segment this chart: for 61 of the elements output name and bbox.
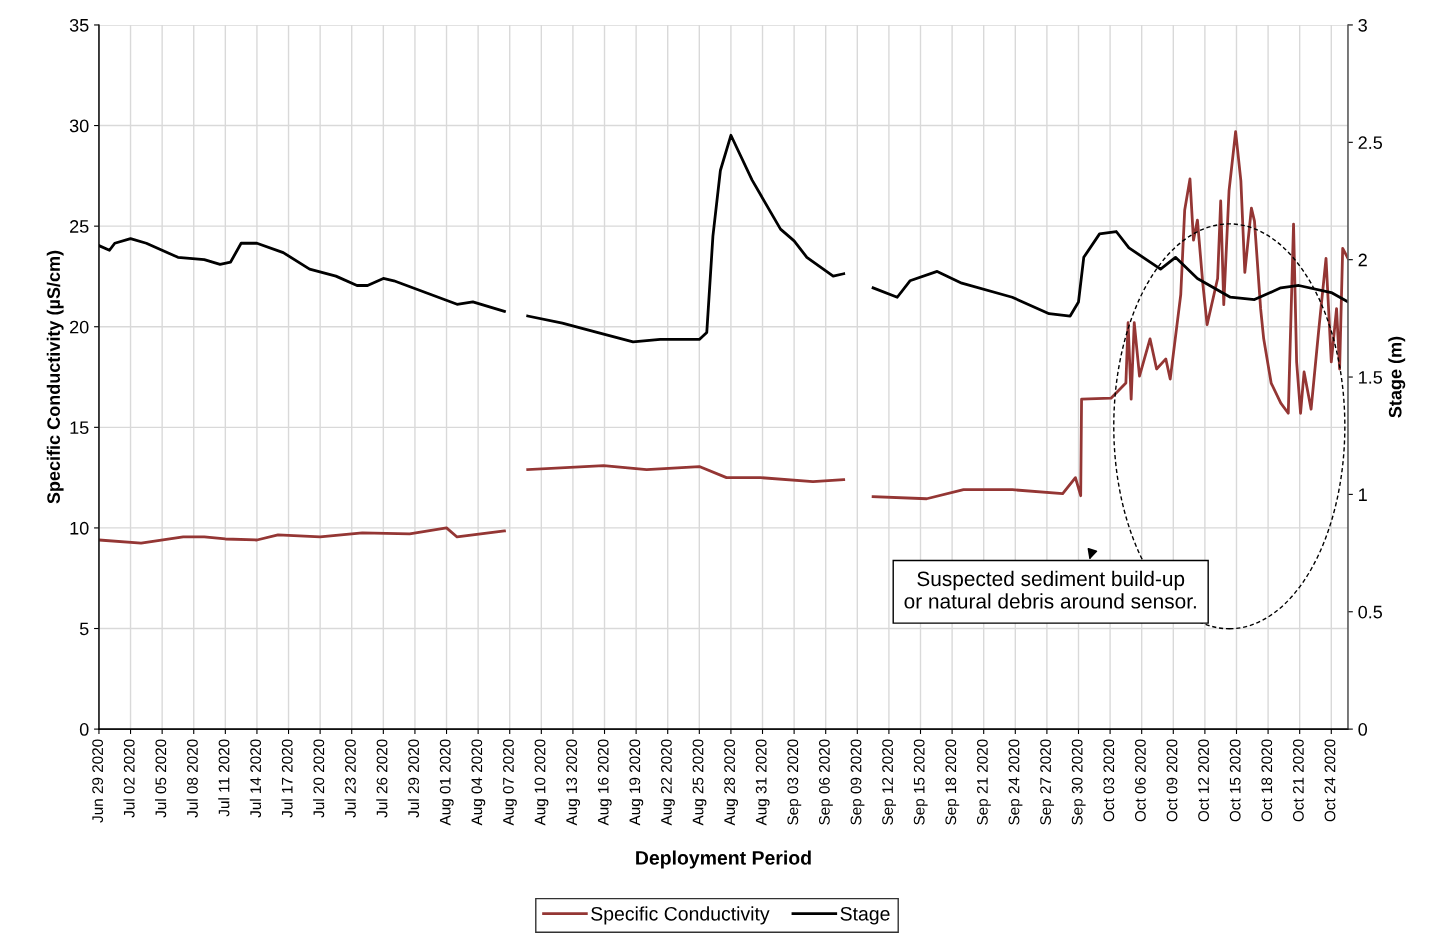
y-tick-label: 35 bbox=[69, 18, 89, 32]
x-tick-label: Jul 29 2020 bbox=[407, 739, 420, 818]
y-axis-title: Specific Conductivity (µS/cm) bbox=[46, 250, 64, 504]
x-tick-label: Jul 11 2020 bbox=[218, 739, 230, 817]
annotation: Suspected sediment build-up or natural debris around sensor. bbox=[904, 570, 1196, 609]
x-tick-label: Oct 15 2020 bbox=[1229, 739, 1241, 822]
x-tick-label: Aug 28 2020 bbox=[724, 739, 739, 826]
y2-tick-label: 1.5 bbox=[1359, 371, 1383, 384]
y-tick-label: 0 bbox=[79, 723, 89, 736]
x-tick-label: Sep 30 2020 bbox=[1071, 739, 1086, 825]
y-tick-label: 30 bbox=[69, 119, 89, 133]
y2-tick-label: 0.5 bbox=[1358, 605, 1383, 619]
x-tick-label: Oct 12 2020 bbox=[1198, 739, 1209, 822]
y2-axis-title: Stage (m) bbox=[1388, 336, 1406, 418]
x-tick-label: Sep 21 2020 bbox=[976, 739, 991, 825]
y2-tick-label: 0 bbox=[1358, 723, 1368, 736]
x-tick-label: Aug 31 2020 bbox=[755, 739, 770, 826]
x-tick-label: Aug 10 2020 bbox=[534, 739, 549, 826]
x-tick-label: Oct 18 2020 bbox=[1261, 739, 1273, 822]
y-tick-label: 10 bbox=[70, 521, 89, 535]
x-tick-label: Aug 07 2020 bbox=[503, 739, 517, 826]
x-tick-label: Oct 09 2020 bbox=[1166, 739, 1178, 822]
x-tick-label: Sep 03 2020 bbox=[787, 739, 802, 825]
x-tick-label: Jul 08 2020 bbox=[186, 739, 198, 818]
x-tick-label: Aug 19 2020 bbox=[629, 739, 644, 826]
x-tick-label: Aug 01 2020 bbox=[439, 739, 454, 826]
y-tick-label: 20 bbox=[70, 320, 89, 334]
x-tick-label: Oct 03 2020 bbox=[1103, 739, 1115, 822]
x-tick-label: Sep 15 2020 bbox=[913, 739, 928, 825]
x-tick-label: Jul 02 2020 bbox=[123, 739, 135, 818]
x-axis-title: Deployment Period bbox=[636, 850, 811, 869]
y-tick-label: 5 bbox=[79, 622, 89, 636]
x-tick-label: Sep 06 2020 bbox=[818, 739, 833, 825]
x-tick-label: Sep 09 2020 bbox=[850, 739, 865, 825]
x-tick-label: Jul 23 2020 bbox=[344, 739, 356, 818]
x-tick-label: Aug 25 2020 bbox=[692, 739, 707, 826]
x-tick-label: Oct 06 2020 bbox=[1134, 739, 1146, 822]
y2-tick-label: 2.5 bbox=[1358, 136, 1383, 150]
y2-tick-label: 1 bbox=[1359, 488, 1367, 501]
x-tick-label: Jul 17 2020 bbox=[281, 739, 293, 818]
y-tick-label: 25 bbox=[70, 220, 89, 233]
y2-tick-label: 3 bbox=[1358, 18, 1367, 32]
x-tick-label: Jul 20 2020 bbox=[313, 739, 325, 818]
y2-tick-label: 2 bbox=[1358, 253, 1367, 267]
x-tick-label: Aug 16 2020 bbox=[597, 739, 612, 826]
x-tick-label: Oct 24 2020 bbox=[1324, 739, 1336, 822]
legend-label: Specific Conductivity bbox=[591, 906, 770, 925]
x-tick-label: Jul 14 2020 bbox=[249, 739, 262, 818]
x-tick-label: Oct 21 2020 bbox=[1292, 739, 1304, 822]
x-tick-label: Sep 27 2020 bbox=[1040, 739, 1055, 825]
x-tick-label: Aug 04 2020 bbox=[471, 739, 486, 826]
x-tick-label: Sep 12 2020 bbox=[882, 739, 897, 825]
x-tick-label: Jun 29 2020 bbox=[92, 739, 104, 823]
x-tick-label: Jul 26 2020 bbox=[376, 739, 388, 818]
x-tick-label: Aug 22 2020 bbox=[661, 739, 675, 826]
y-tick-label: 15 bbox=[70, 421, 89, 435]
x-tick-label: Aug 13 2020 bbox=[566, 739, 581, 826]
legend-label: Stage bbox=[840, 906, 890, 925]
x-tick-label: Sep 24 2020 bbox=[1008, 739, 1023, 825]
x-tick-label: Jul 05 2020 bbox=[155, 739, 167, 818]
x-tick-label: Sep 18 2020 bbox=[945, 739, 960, 825]
